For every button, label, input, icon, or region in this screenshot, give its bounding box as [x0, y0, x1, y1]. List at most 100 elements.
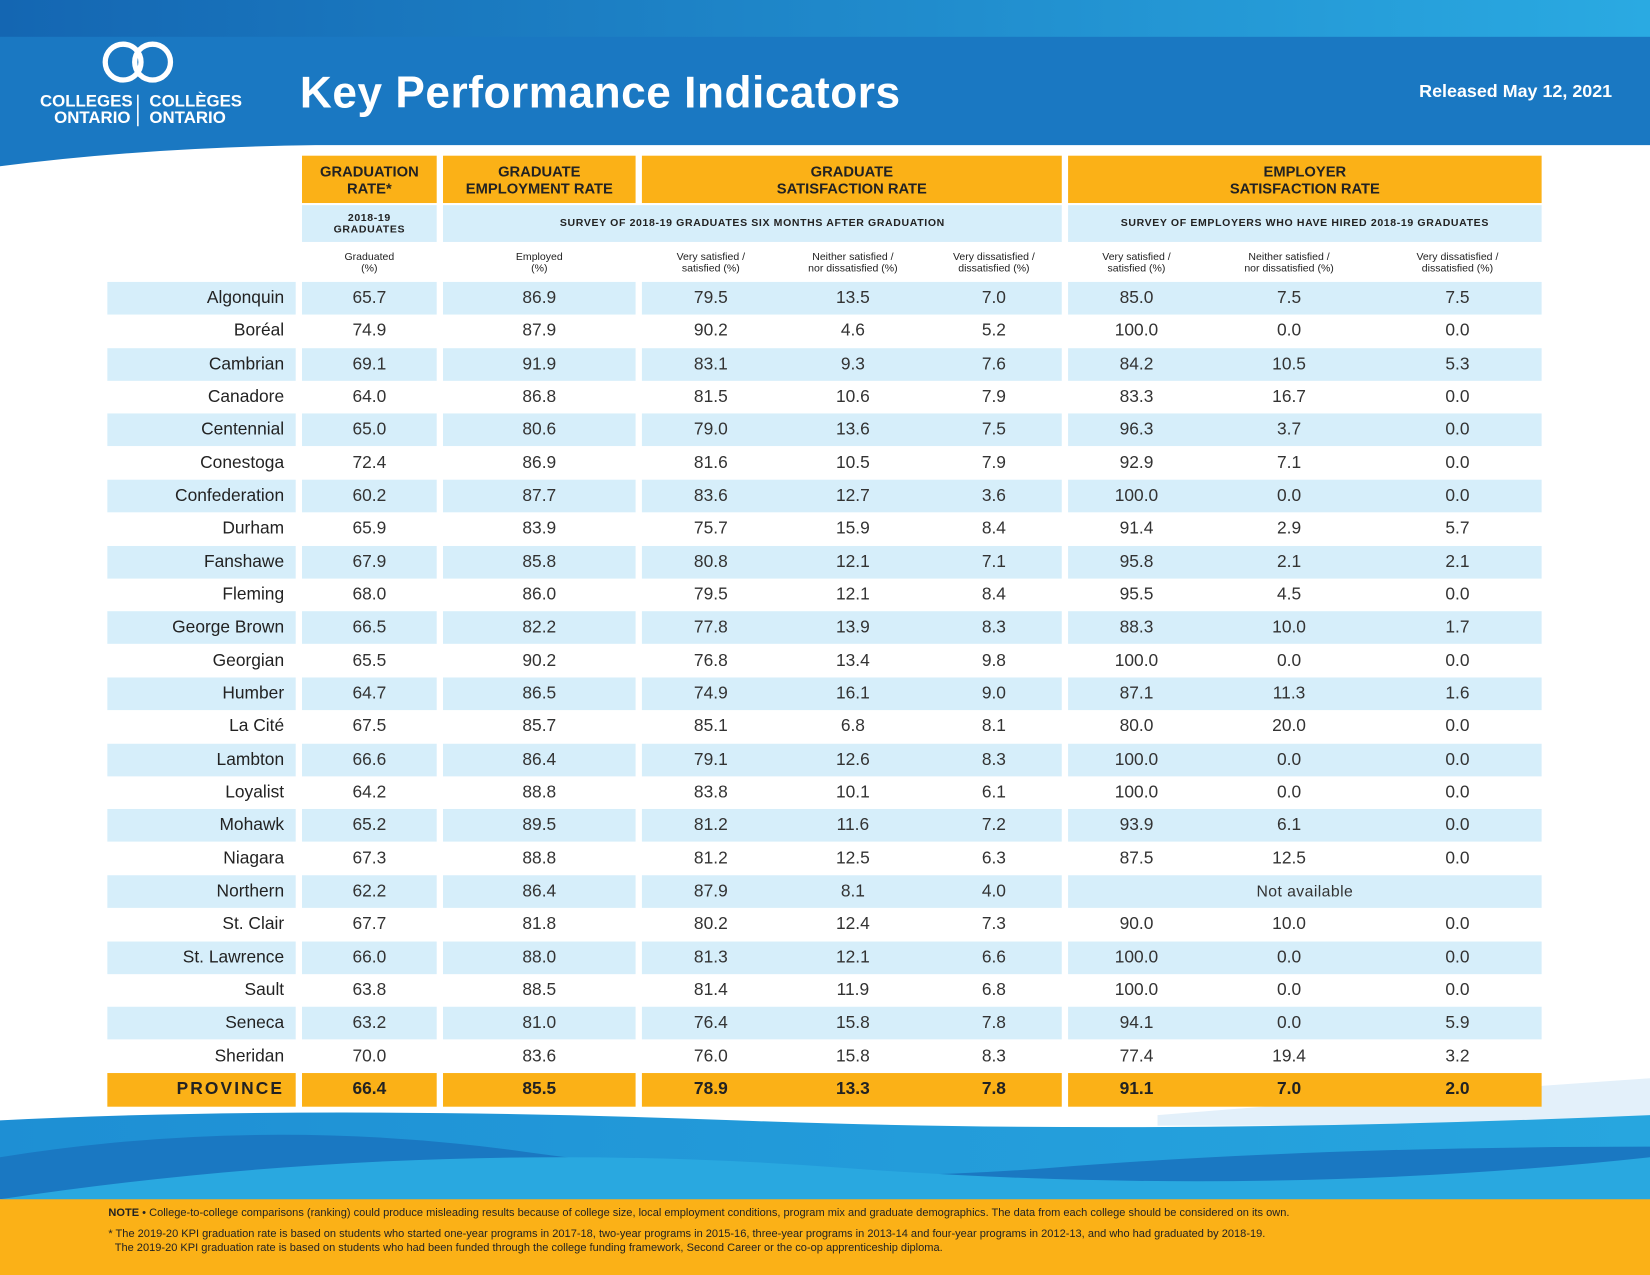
cell: 81.3 — [693, 947, 728, 967]
cell: 0.0 — [1276, 947, 1302, 967]
column-label: Very dissatisfied / dissatisfied (%) — [1416, 251, 1499, 275]
total-cell: 78.9 — [693, 1079, 728, 1099]
row-band — [1068, 809, 1542, 842]
row-band — [302, 611, 437, 645]
cell: 0.0 — [1276, 321, 1302, 341]
cell: 7.2 — [981, 815, 1006, 835]
cell: 67.7 — [352, 914, 387, 934]
column-label: Graduated (%) — [344, 251, 395, 275]
row-band — [443, 677, 636, 711]
row-band — [641, 809, 1062, 842]
cell: 91.4 — [1119, 518, 1154, 538]
cell: 2.1 — [1276, 551, 1302, 571]
cell: 100.0 — [1114, 650, 1159, 670]
cell: 0.0 — [1445, 980, 1470, 1000]
row-band — [1068, 743, 1542, 776]
cell: 100.0 — [1114, 947, 1159, 967]
row-band — [302, 545, 437, 579]
subheader: SURVEY OF 2018-19 GRADUATES SIX MONTHS A… — [443, 205, 1062, 242]
row-band — [641, 545, 1062, 579]
row-band — [641, 1007, 1062, 1040]
cell: 85.1 — [693, 716, 728, 736]
total-band — [1068, 1072, 1542, 1107]
cell: 1.7 — [1445, 617, 1470, 637]
cell: 8.4 — [981, 584, 1006, 604]
total-cell: 66.4 — [352, 1079, 387, 1099]
cell: 65.9 — [352, 518, 387, 538]
cell: 66.6 — [352, 749, 387, 769]
cell: 76.0 — [693, 1046, 728, 1066]
cell: 85.7 — [522, 716, 557, 736]
cell: 6.3 — [981, 848, 1006, 868]
cell: 7.1 — [981, 551, 1006, 571]
cell: 88.8 — [522, 782, 557, 802]
row-label: Loyalist — [225, 782, 285, 802]
row-label: Georgian — [212, 650, 285, 670]
row-band — [1068, 545, 1542, 579]
row-label: La Cité — [229, 716, 285, 736]
cell: 7.5 — [981, 420, 1006, 440]
cell: 90.2 — [522, 650, 557, 670]
cell: 88.0 — [522, 947, 557, 967]
row-label: Sault — [244, 980, 285, 1000]
cell: 11.6 — [836, 815, 870, 835]
total-band — [302, 1072, 437, 1107]
cell: 79.0 — [693, 420, 728, 440]
cell: 0.0 — [1276, 650, 1302, 670]
cell: 3.7 — [1276, 420, 1302, 440]
row-band — [1068, 611, 1542, 645]
cell: 13.6 — [835, 420, 870, 440]
cell: 12.5 — [1272, 848, 1306, 868]
cell: 100.0 — [1114, 485, 1159, 505]
row-band — [443, 875, 636, 908]
cell: 85.8 — [522, 551, 557, 571]
cell: 0.0 — [1445, 650, 1470, 670]
cell: 79.5 — [693, 584, 728, 604]
cell: 62.2 — [352, 881, 387, 901]
cell: 87.9 — [522, 321, 557, 341]
total-cell: 2.0 — [1445, 1079, 1470, 1099]
cell: 81.2 — [693, 815, 728, 835]
row-band — [443, 941, 636, 974]
row-band — [443, 479, 636, 513]
cell: 67.3 — [352, 848, 387, 868]
logo-text: COLLEGES — [39, 92, 133, 111]
cell: 0.0 — [1445, 584, 1470, 604]
cell: 5.7 — [1445, 518, 1470, 538]
row-label: Cambrian — [107, 347, 296, 381]
group-header: GRADUATE SATISFACTION RATE — [641, 155, 1062, 204]
group-header: GRADUATION RATE* — [302, 155, 437, 204]
row-band — [641, 281, 1062, 315]
cell: 5.2 — [981, 321, 1006, 341]
cell: 95.5 — [1119, 584, 1154, 604]
cell: 0.0 — [1276, 782, 1302, 802]
cell: 80.8 — [693, 551, 728, 571]
row-label: Seneca — [107, 1007, 296, 1040]
row-band — [302, 743, 437, 776]
cell: 10.1 — [835, 782, 870, 802]
cell: 8.1 — [981, 716, 1006, 736]
cell: 0.0 — [1276, 749, 1302, 769]
cell: 65.5 — [352, 650, 387, 670]
cell: 8.3 — [981, 749, 1006, 769]
row-label: Niagara — [223, 848, 285, 868]
total-cell: 7.0 — [1276, 1079, 1302, 1099]
cell: 96.3 — [1119, 420, 1154, 440]
cell: 87.9 — [693, 881, 728, 901]
cell: 9.8 — [981, 650, 1006, 670]
column-label: Very dissatisfied / dissatisfied (%) — [952, 251, 1035, 275]
logo-text: ONTARIO — [54, 109, 131, 128]
cell: 0.0 — [1445, 947, 1470, 967]
cell-note: Not available — [1256, 882, 1354, 901]
cell: 0.0 — [1445, 749, 1470, 769]
cell: 6.8 — [981, 980, 1006, 1000]
cell: 87.7 — [522, 485, 557, 505]
row-band — [302, 941, 437, 974]
cell: 10.6 — [835, 387, 870, 407]
cell: 90.2 — [693, 321, 728, 341]
cell: 11.3 — [1272, 683, 1306, 703]
cell: 13.5 — [835, 288, 870, 308]
cell: 63.2 — [352, 1013, 387, 1033]
row-label: Humber — [107, 677, 296, 711]
